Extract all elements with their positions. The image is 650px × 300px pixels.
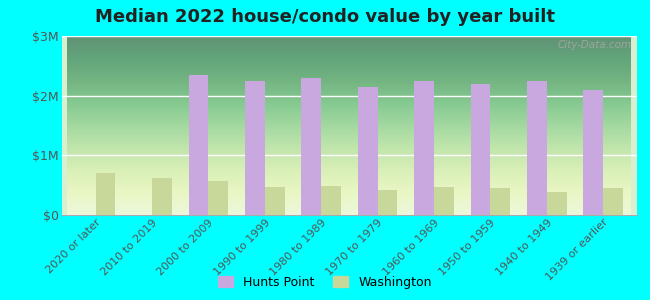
Bar: [547, 192, 567, 214]
Bar: [471, 84, 490, 214]
Bar: [527, 81, 547, 214]
Bar: [188, 75, 209, 214]
Bar: [265, 187, 285, 214]
Text: Median 2022 house/condo value by year built: Median 2022 house/condo value by year bu…: [95, 8, 555, 26]
Bar: [603, 188, 623, 214]
Bar: [584, 90, 603, 214]
Bar: [245, 81, 265, 214]
Bar: [321, 186, 341, 214]
Legend: Hunts Point, Washington: Hunts Point, Washington: [213, 271, 437, 294]
Bar: [152, 178, 172, 214]
Bar: [302, 78, 321, 214]
Bar: [490, 188, 510, 214]
Text: City-Data.com: City-Data.com: [557, 40, 631, 50]
Bar: [96, 173, 115, 214]
Bar: [414, 81, 434, 214]
Bar: [358, 87, 378, 214]
Bar: [434, 187, 454, 214]
Bar: [378, 190, 397, 214]
Bar: [209, 181, 228, 214]
